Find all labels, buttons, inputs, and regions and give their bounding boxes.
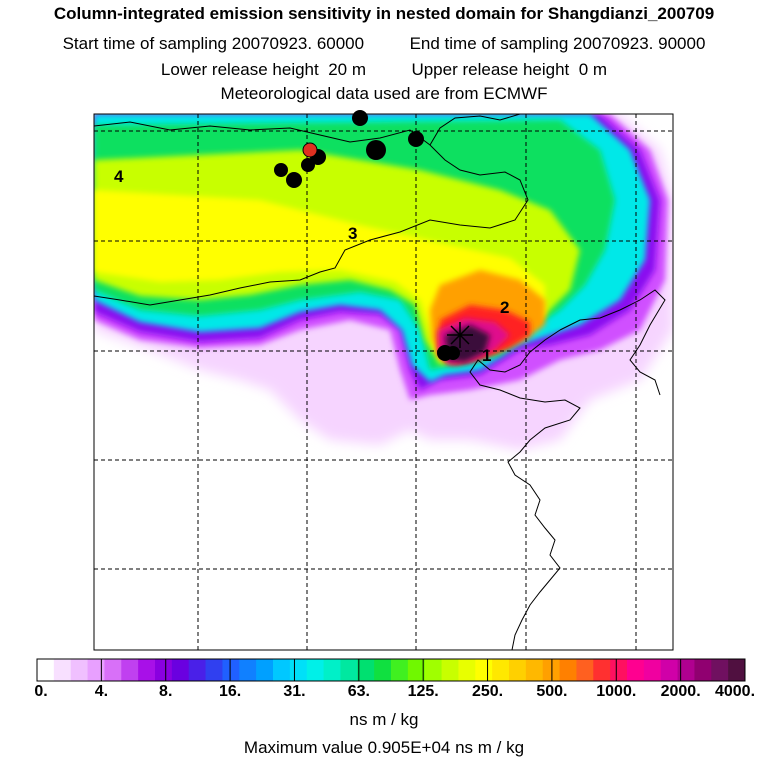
colorbar-swatch bbox=[53, 659, 72, 681]
colorbar-swatch bbox=[171, 659, 190, 681]
marker bbox=[446, 346, 460, 360]
colorbar bbox=[36, 658, 746, 682]
marker bbox=[286, 172, 302, 188]
cluster-label-1: 1 bbox=[482, 346, 491, 365]
marker bbox=[408, 131, 424, 147]
colorbar-tick-label: 4000. bbox=[714, 683, 756, 700]
cluster-label-3: 3 bbox=[348, 224, 357, 243]
colorbar-swatch bbox=[627, 659, 645, 681]
start-time-label: Start time of sampling bbox=[62, 34, 227, 53]
marker bbox=[366, 140, 386, 160]
cluster-label-4: 4 bbox=[114, 167, 124, 186]
colorbar-swatch bbox=[121, 659, 139, 681]
colorbar-swatch bbox=[559, 659, 577, 681]
colorbar-swatch bbox=[323, 659, 341, 681]
colorbar-swatch bbox=[593, 659, 611, 681]
colorbar-swatch bbox=[222, 659, 240, 681]
colorbar-tick-label: 1000. bbox=[596, 683, 637, 700]
colorbar-swatch bbox=[391, 659, 409, 681]
colorbar-tick-label: 500. bbox=[536, 683, 568, 700]
met-data-line: Meteorological data used are from ECMWF bbox=[220, 84, 548, 103]
colorbar-swatch bbox=[610, 659, 628, 681]
colorbar-swatch bbox=[70, 659, 89, 681]
colorbar-swatch bbox=[660, 659, 679, 681]
red-marker bbox=[302, 142, 318, 158]
colorbar-swatch bbox=[357, 659, 375, 681]
colorbar-swatch bbox=[306, 659, 325, 681]
trajectory-markers bbox=[274, 110, 460, 361]
colorbar-swatch bbox=[374, 659, 392, 681]
colorbar-swatch bbox=[273, 659, 291, 681]
colorbar-tick-label: 16. bbox=[218, 683, 242, 700]
colorbar-tick-label: 4. bbox=[94, 683, 109, 700]
colorbar-swatch bbox=[256, 659, 274, 681]
colorbar-frame bbox=[36, 658, 746, 682]
colorbar-swatch bbox=[728, 659, 746, 681]
colorbar-tick-label: 125. bbox=[407, 683, 439, 700]
colorbar-swatch bbox=[239, 659, 257, 681]
upper-height-label: Upper release height bbox=[411, 60, 570, 79]
colorbar-swatch bbox=[525, 659, 544, 681]
colorbar-tick-label: 2000. bbox=[660, 683, 701, 700]
colorbar-swatch bbox=[492, 659, 510, 681]
colorbar-swatch bbox=[87, 659, 105, 681]
colorbar-swatch bbox=[155, 659, 173, 681]
colorbar-swatch bbox=[407, 659, 426, 681]
lower-height-value: 20 m bbox=[328, 60, 366, 79]
marker bbox=[301, 158, 315, 172]
lower-height-label: Lower release height bbox=[160, 60, 319, 79]
release-height-line: Lower release height 20 m Upper release … bbox=[0, 60, 768, 80]
colorbar-swatch bbox=[643, 659, 662, 681]
colorbar-swatch bbox=[188, 659, 207, 681]
colorbar-swatch bbox=[205, 659, 223, 681]
marker bbox=[352, 110, 368, 126]
colorbar-swatch bbox=[340, 659, 358, 681]
end-time-value: 20070923. 90000 bbox=[573, 34, 706, 53]
colorbar-swatch bbox=[576, 659, 594, 681]
colorbar-swatch bbox=[37, 659, 55, 681]
colorbar-swatch bbox=[677, 659, 695, 681]
colorbar-swatch bbox=[509, 659, 527, 681]
colorbar-swatch bbox=[104, 659, 122, 681]
colorbar-swatch bbox=[458, 659, 476, 681]
upper-height-value: 0 m bbox=[578, 60, 608, 79]
colorbar-tick-label: 31. bbox=[283, 683, 306, 700]
colorbar-swatch bbox=[138, 659, 156, 681]
colorbar-swatch bbox=[424, 659, 443, 681]
colorbar-tick-label: 63. bbox=[347, 683, 370, 700]
cluster-label-2: 2 bbox=[500, 298, 509, 317]
marker bbox=[274, 163, 288, 177]
colorbar-tick-label: 0. bbox=[34, 683, 48, 700]
sampling-time-line: Start time of sampling 20070923. 60000 E… bbox=[0, 34, 768, 54]
colorbar-swatch bbox=[475, 659, 493, 681]
end-time-label: End time of sampling bbox=[409, 34, 569, 53]
colorbar-swatch bbox=[441, 659, 459, 681]
colorbar-swatch bbox=[711, 659, 729, 681]
colorbar-swatch bbox=[542, 659, 561, 681]
start-time-value: 20070923. 60000 bbox=[231, 34, 365, 53]
maximum-value-text: Maximum value 0.905E+04 ns m / kg bbox=[243, 738, 525, 757]
coastline-east bbox=[559, 289, 666, 396]
colorbar-tick-label: 8. bbox=[159, 683, 173, 700]
release-site-icon bbox=[447, 322, 473, 348]
map-frame bbox=[93, 113, 674, 651]
colorbar-swatch bbox=[289, 659, 308, 681]
coastline-main bbox=[469, 329, 581, 650]
lat-lon-grid bbox=[94, 114, 673, 650]
map-title: Column-integrated emission sensitivity i… bbox=[53, 4, 715, 23]
colorbar-unit: ns m / kg bbox=[349, 710, 419, 729]
colorbar-tick-label: 250. bbox=[471, 683, 504, 700]
colorbar-swatch bbox=[694, 659, 712, 681]
emission-field bbox=[94, 114, 673, 450]
